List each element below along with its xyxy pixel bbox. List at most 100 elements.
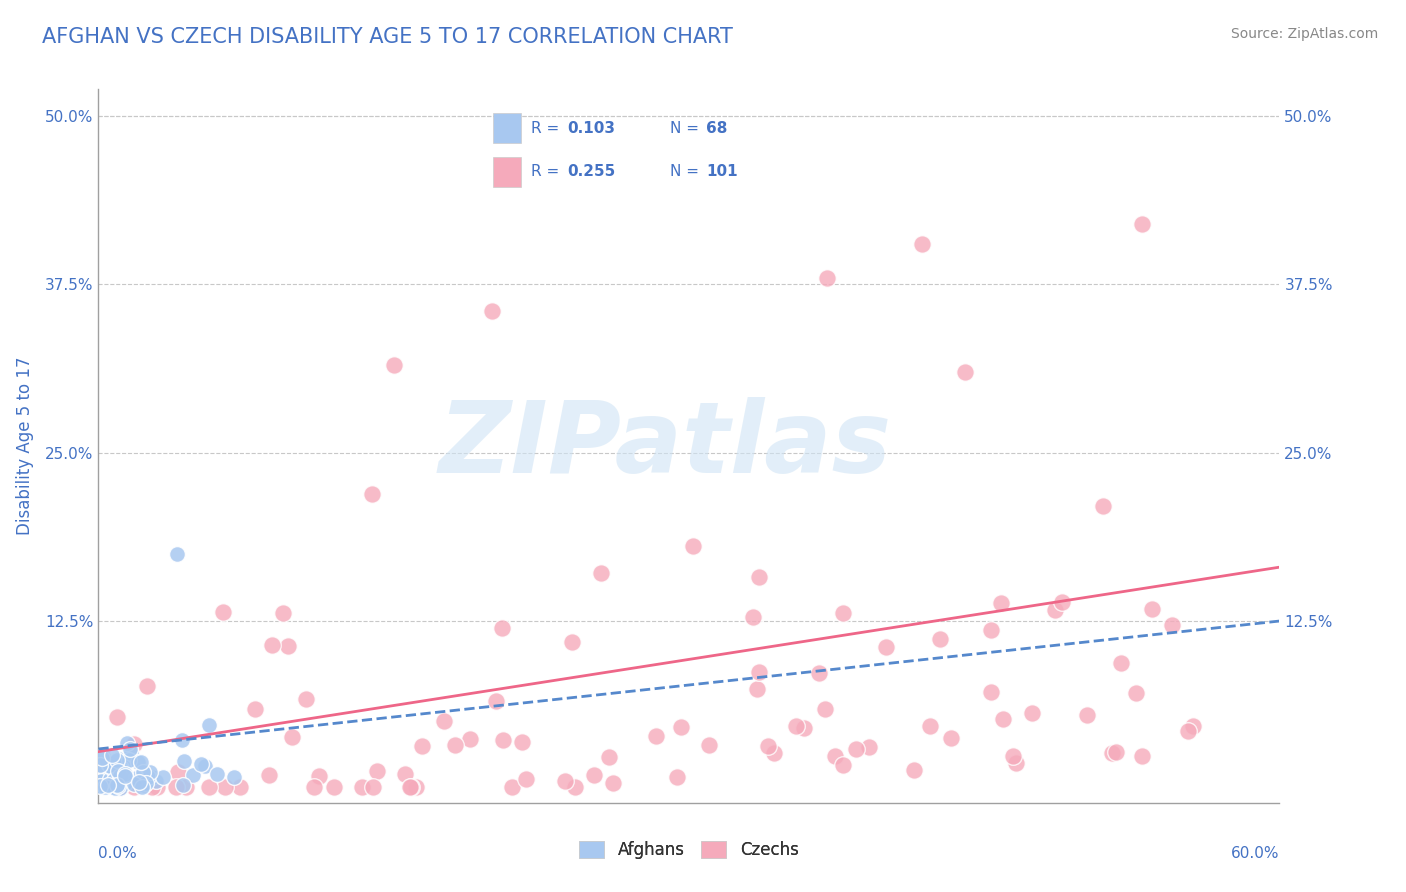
Point bbox=[260, 638, 283, 652]
Point bbox=[117, 753, 139, 767]
Point bbox=[510, 735, 533, 749]
Point bbox=[94, 780, 117, 794]
Point bbox=[1043, 603, 1066, 617]
Point bbox=[302, 780, 325, 794]
Point bbox=[484, 694, 506, 708]
Point bbox=[194, 759, 217, 773]
Point bbox=[197, 718, 219, 732]
Point bbox=[93, 748, 115, 763]
Point bbox=[554, 774, 576, 789]
Point bbox=[1130, 749, 1153, 764]
Point bbox=[1050, 595, 1073, 609]
Point bbox=[845, 741, 868, 756]
Text: Source: ZipAtlas.com: Source: ZipAtlas.com bbox=[1230, 27, 1378, 41]
Point bbox=[322, 780, 344, 794]
Point bbox=[824, 749, 846, 764]
Point bbox=[1101, 747, 1123, 761]
Point bbox=[103, 772, 125, 787]
Point bbox=[991, 712, 1014, 726]
Point bbox=[858, 739, 880, 754]
Point bbox=[114, 767, 136, 781]
Point bbox=[793, 721, 815, 735]
Point bbox=[108, 780, 131, 794]
Point bbox=[128, 774, 150, 789]
Point bbox=[245, 702, 267, 716]
Point bbox=[107, 779, 129, 793]
Point bbox=[110, 761, 132, 775]
Point bbox=[136, 770, 159, 784]
Point bbox=[107, 779, 129, 793]
Point bbox=[785, 718, 807, 732]
Text: 0.0%: 0.0% bbox=[98, 846, 138, 861]
Point bbox=[1125, 686, 1147, 700]
Legend: Afghans, Czechs: Afghans, Czechs bbox=[572, 834, 806, 866]
Point bbox=[832, 757, 855, 772]
Point bbox=[129, 755, 152, 769]
Point bbox=[1181, 719, 1204, 733]
Point bbox=[411, 739, 433, 753]
Point bbox=[501, 780, 523, 794]
Point bbox=[131, 780, 153, 794]
Point bbox=[166, 765, 188, 780]
Point bbox=[277, 639, 299, 653]
Point bbox=[141, 770, 163, 784]
Point bbox=[145, 773, 167, 788]
Point bbox=[100, 761, 122, 775]
Point bbox=[1092, 500, 1115, 514]
Point bbox=[682, 539, 704, 553]
Point bbox=[748, 570, 770, 584]
Point bbox=[953, 365, 976, 379]
Point bbox=[763, 746, 786, 760]
Point bbox=[103, 755, 125, 769]
Point bbox=[132, 778, 155, 792]
Point bbox=[671, 720, 693, 734]
Point bbox=[1177, 723, 1199, 738]
Point bbox=[108, 769, 131, 783]
Point bbox=[589, 566, 612, 580]
Point bbox=[173, 755, 195, 769]
Point bbox=[105, 753, 128, 767]
Point bbox=[197, 780, 219, 794]
Point bbox=[990, 596, 1012, 610]
Point bbox=[1021, 706, 1043, 720]
Point bbox=[205, 767, 228, 781]
Point bbox=[598, 750, 620, 764]
Point bbox=[97, 778, 120, 792]
Point bbox=[308, 769, 330, 783]
Point bbox=[90, 772, 112, 786]
Point bbox=[229, 780, 252, 794]
Point bbox=[96, 780, 118, 794]
Point bbox=[1130, 217, 1153, 231]
Point bbox=[1140, 601, 1163, 615]
Point bbox=[127, 755, 149, 769]
Point bbox=[115, 736, 138, 750]
Point bbox=[1004, 756, 1026, 771]
Point bbox=[756, 739, 779, 753]
Point bbox=[104, 779, 127, 793]
Point bbox=[114, 769, 136, 783]
Point bbox=[172, 732, 194, 747]
Point bbox=[89, 757, 111, 772]
Point bbox=[814, 702, 837, 716]
Point bbox=[271, 607, 294, 621]
Point bbox=[98, 780, 121, 794]
Point bbox=[366, 764, 388, 778]
Point bbox=[132, 765, 155, 780]
Point bbox=[122, 780, 145, 794]
Point bbox=[120, 742, 142, 756]
Point bbox=[166, 547, 188, 561]
Point bbox=[928, 632, 950, 647]
Point bbox=[105, 710, 128, 724]
Point bbox=[214, 780, 236, 794]
Point bbox=[165, 780, 187, 794]
Point bbox=[222, 770, 245, 784]
Point bbox=[394, 767, 416, 781]
Point bbox=[257, 767, 280, 781]
Point bbox=[583, 768, 606, 782]
Point bbox=[815, 270, 838, 285]
Point bbox=[382, 358, 405, 372]
Point bbox=[939, 731, 962, 745]
Point bbox=[807, 665, 830, 680]
Text: ZIPatlas: ZIPatlas bbox=[439, 398, 891, 494]
Point bbox=[172, 778, 194, 792]
